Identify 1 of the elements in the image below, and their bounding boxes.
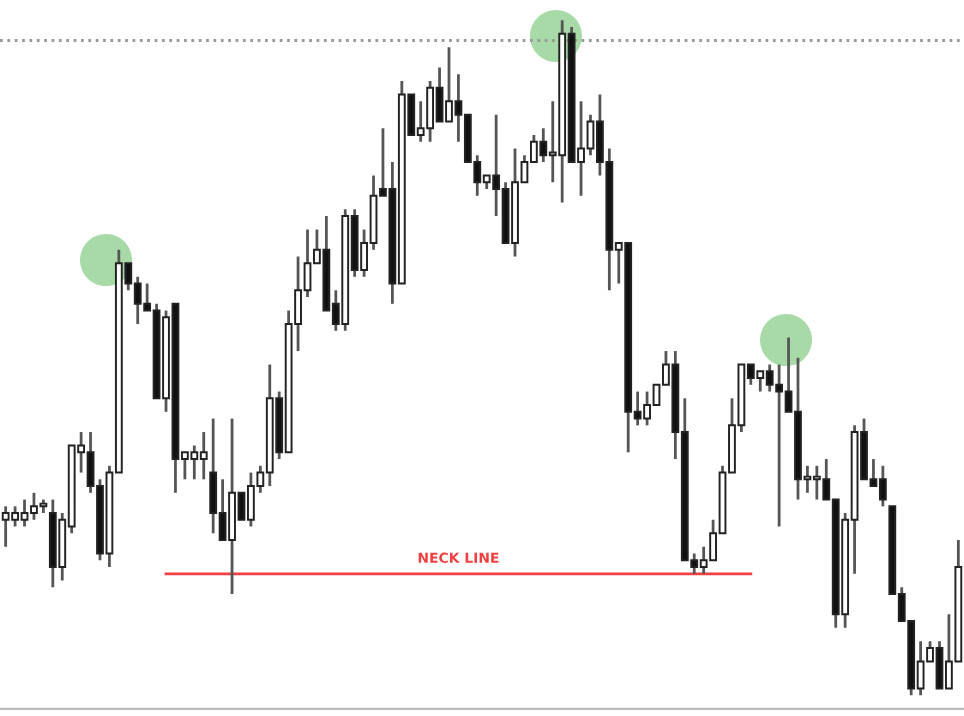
candlestick: [878, 464, 887, 508]
